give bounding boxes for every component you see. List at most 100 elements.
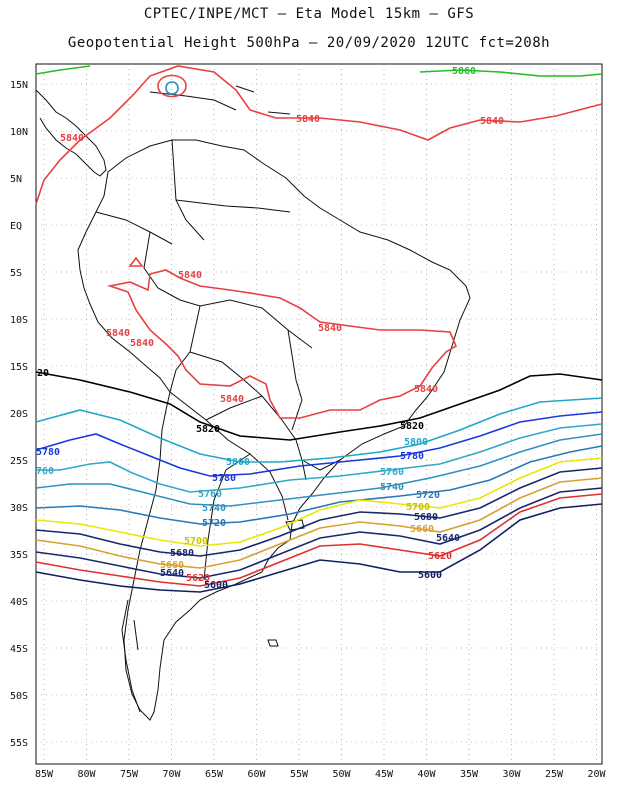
chile-archipelago [121,599,141,713]
lat-label: 10S [10,315,28,326]
label-5820-a: 20 [37,368,49,379]
contour-5760 [36,423,603,493]
label-5840-f: 5840 [130,338,154,349]
lat-label: 5N [10,174,22,185]
contour-5860 [35,65,603,77]
label-5760-c: 5760 [380,467,404,478]
lat-label: 45S [10,644,28,655]
label-5840-d: 5840 [178,270,202,281]
lat-label: 50S [10,691,28,702]
contour-5840-high-caribbean [157,74,187,98]
contours [35,65,603,593]
label-5720-a: 5720 [202,518,226,529]
label-5780-a: 5780 [36,447,60,458]
lat-label: 40S [10,597,28,608]
lon-label: 45W [375,769,394,780]
label-5620-b: 5620 [428,551,452,562]
contour-5780 [35,411,603,477]
label-5840-i: 5840 [414,384,438,395]
lon-label: 20W [587,769,606,780]
contour-5820 [35,371,603,441]
label-5660-b: 5660 [410,524,434,535]
contour-5620 [35,493,603,587]
lat-label: 20S [10,409,28,420]
lat-label: 55S [10,738,28,749]
longitude-labels: 85W 80W 75W 70W 65W 60W 55W 50W 45W 40W 35W 30W 25W 2… [35,769,607,780]
contour-5740 [35,433,603,507]
contour-5680 [35,467,603,557]
label-5780-b: 5780 [212,473,236,484]
latitude-labels: 15N 10N 5N EQ 5S 10S 15S 20S 25S 30S 35S 40S 45S 50S 5… [10,80,28,749]
label-5680-b: 5680 [414,512,438,523]
graticule [36,64,602,764]
central-america-coast [35,89,107,177]
label-5720-b: 5720 [416,490,440,501]
lat-label: 5S [10,268,22,279]
lon-label: 80W [77,769,96,780]
contour-5660 [35,477,603,569]
lon-label: 65W [205,769,224,780]
lon-label: 50W [332,769,351,780]
chart-title-line1: CPTEC/INPE/MCT – Eta Model 15km – GFS [143,6,475,22]
label-5840-h: 5840 [220,394,244,405]
label-5700-b: 5700 [406,502,430,513]
lon-label: 55W [290,769,309,780]
contour-5840-south-interior [106,269,458,419]
label-5740-a: 5740 [202,503,226,514]
label-5780-c: 5780 [400,451,424,462]
label-5840-b: 5840 [296,114,320,125]
lon-label: 85W [35,769,54,780]
label-5660-a: 5660 [160,560,184,571]
lat-label: 10N [10,127,28,138]
lon-label: 40W [417,769,436,780]
lon-label: 35W [460,769,479,780]
lon-label: 60W [247,769,266,780]
label-5860: 5860 [452,66,476,77]
contour-5600 [35,503,603,593]
lon-label: 75W [120,769,139,780]
label-5700-a: 5700 [184,536,208,547]
label-5800-a: 5800 [226,457,250,468]
country-borders [95,139,341,581]
coastlines [35,85,471,721]
lat-label: 30S [10,503,28,514]
caribbean-islands [149,85,291,115]
label-5760-b: 5760 [198,489,222,500]
contour-5800 [35,397,603,463]
label-5740-b: 5740 [380,482,404,493]
south-america-coast [77,139,471,721]
contour-5720 [35,445,603,525]
label-5600-a: 5600 [204,580,228,591]
lon-label: 30W [502,769,521,780]
contour-5860-inner [165,81,179,95]
label-5840-e: 5840 [106,328,130,339]
label-5800-b: 5800 [404,437,428,448]
label-5840-a: 5840 [60,133,84,144]
label-5640-a: 5640 [160,568,184,579]
map-frame [35,63,603,765]
lat-label: 35S [10,550,28,561]
label-5840-c: 5840 [480,116,504,127]
falkland-islands [267,639,279,647]
contour-5840-andes [128,256,144,267]
contour-5840-north [35,65,603,205]
lon-label: 70W [162,769,181,780]
lat-label: 25S [10,456,28,467]
label-5600-b: 5600 [418,570,442,581]
chart-title-line2: Geopotential Height 500hPa – 20/09/2020 … [67,35,551,51]
label-5820-b: 5820 [196,424,220,435]
label-5640-b: 5640 [436,533,460,544]
lat-label: 15N [10,80,28,91]
label-5760-a: 760 [36,466,54,477]
label-5840-g: 5840 [318,323,342,334]
contour-5640 [35,487,603,579]
lat-label: EQ [10,221,22,232]
contour-5700 [35,457,603,547]
lat-label: 15S [10,362,28,373]
contour-labels: 5860 5840 5840 5840 5840 5840 5840 5840 … [36,66,504,591]
label-5680-a: 5680 [170,548,194,559]
label-5620-a: 5620 [186,573,210,584]
label-5820-c: 5820 [400,421,424,432]
lon-label: 25W [545,769,564,780]
